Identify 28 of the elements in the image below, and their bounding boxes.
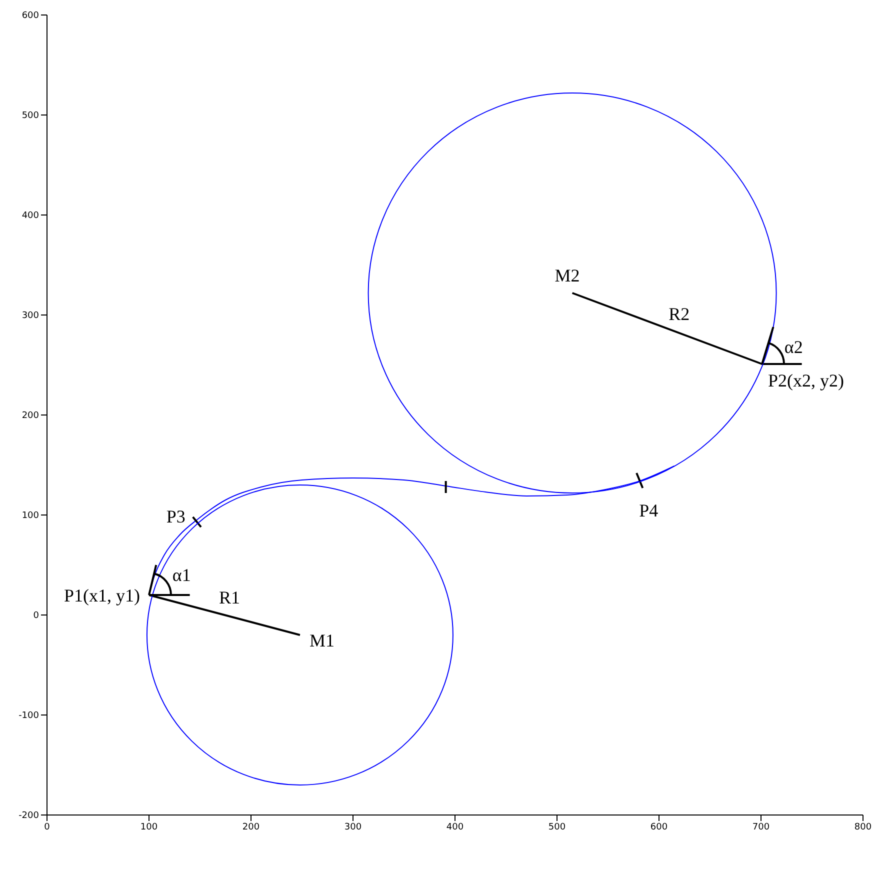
annotation: P4 [639,500,658,520]
annotation: α1 [172,565,191,585]
y-tick-label: 500 [22,111,40,122]
x-tick-label: 0 [44,822,50,832]
annotation: P2(x2, y2) [768,370,844,390]
x-tick-label: 800 [854,822,872,832]
y-tick-label: 600 [22,11,40,22]
y-tick-label: 400 [22,211,40,222]
y-tick-label: -200 [18,811,40,822]
x-tick-label: 700 [752,822,770,832]
annotation: α2 [784,337,803,357]
y-tick-label: 100 [22,511,40,522]
x-tick-label: 600 [650,822,668,832]
y-tick-label: 200 [22,411,40,422]
annotation: R1 [218,587,240,608]
x-tick-label: 200 [242,822,260,832]
x-tick-label: 400 [446,822,464,832]
x-tick-label: 500 [548,822,566,832]
x-tick-label: 100 [140,822,158,832]
y-tick-label: 300 [22,311,40,322]
y-tick-label: 0 [33,611,40,622]
y-tick-label: -100 [18,711,40,722]
annotation: M1 [309,630,334,650]
annotation: P1(x1, y1) [64,585,140,606]
x-tick-label: 300 [344,822,362,832]
annotation: P3 [166,506,186,526]
annotation: R2 [668,304,690,324]
annotation: M2 [554,265,580,286]
